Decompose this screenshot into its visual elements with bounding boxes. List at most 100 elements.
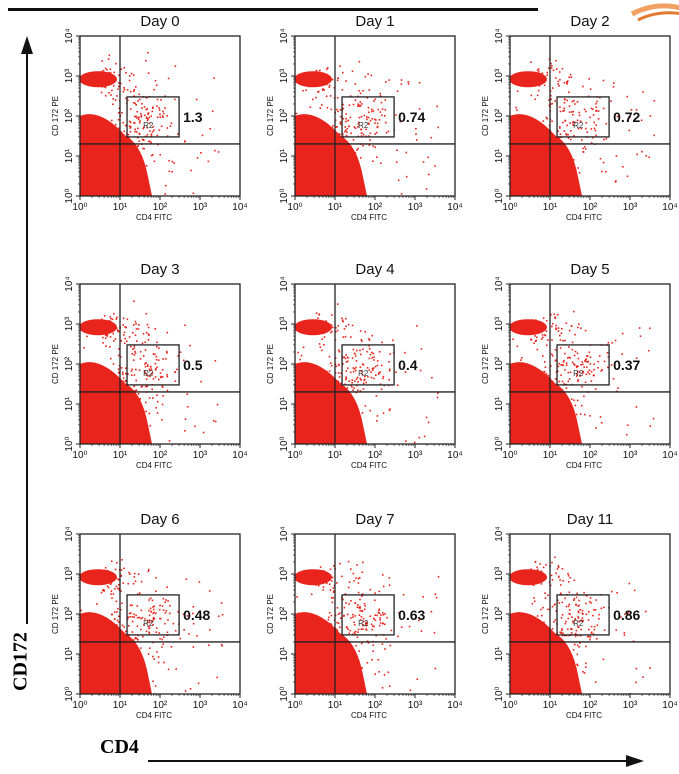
point <box>118 415 120 418</box>
point <box>145 410 147 413</box>
point <box>353 624 356 626</box>
point <box>565 397 568 400</box>
point <box>326 81 329 84</box>
point <box>153 88 155 91</box>
point <box>557 389 559 391</box>
point <box>555 327 557 329</box>
point <box>541 379 543 382</box>
point <box>107 643 109 646</box>
point <box>335 653 337 656</box>
point <box>328 395 330 398</box>
point <box>348 632 351 635</box>
point <box>397 635 399 638</box>
point <box>556 157 558 160</box>
panel-day-1: Day 1R20.7410⁰10⁰10¹10¹10²10²10³10³10⁴10… <box>266 13 463 222</box>
point <box>326 125 329 128</box>
point <box>589 88 592 90</box>
point <box>632 640 635 643</box>
point <box>360 370 363 373</box>
point <box>546 74 548 76</box>
point <box>436 396 439 399</box>
point <box>323 386 325 388</box>
point <box>310 627 313 630</box>
point <box>117 112 120 114</box>
point <box>124 326 126 328</box>
point <box>543 166 546 168</box>
point <box>321 75 323 78</box>
panel-day-3: Day 3R20.510⁰10⁰10¹10¹10²10²10³10³10⁴10⁴… <box>51 261 248 470</box>
point <box>418 81 421 84</box>
point <box>581 363 584 366</box>
point <box>561 147 564 150</box>
point <box>120 68 122 70</box>
point <box>330 376 333 378</box>
point <box>561 380 564 383</box>
point <box>551 353 553 355</box>
point <box>574 618 576 620</box>
point <box>576 653 579 656</box>
point <box>305 406 308 408</box>
point <box>405 151 408 154</box>
point <box>111 318 114 321</box>
x-tick-label: 10² <box>153 202 168 213</box>
point <box>601 368 603 371</box>
gate-r2 <box>556 594 610 636</box>
point <box>109 336 112 338</box>
point <box>559 78 561 81</box>
point <box>363 608 366 611</box>
point <box>167 668 170 671</box>
point <box>607 342 610 344</box>
point <box>118 107 121 110</box>
point <box>359 349 361 352</box>
point <box>547 144 550 147</box>
point <box>135 115 138 118</box>
point <box>161 386 164 388</box>
point <box>336 126 338 128</box>
point <box>138 140 141 142</box>
point <box>100 581 103 584</box>
point <box>160 375 162 378</box>
point <box>123 67 126 69</box>
point <box>543 634 546 637</box>
point <box>147 375 149 377</box>
point <box>338 134 340 137</box>
point <box>530 579 532 581</box>
point <box>156 651 158 653</box>
point <box>152 608 155 611</box>
point <box>129 638 131 640</box>
y-tick-label: 10³ <box>279 316 290 331</box>
point <box>194 425 196 428</box>
point <box>120 135 122 138</box>
point <box>368 144 371 147</box>
point <box>385 121 387 124</box>
point <box>321 104 323 106</box>
point <box>109 583 112 585</box>
point <box>134 102 137 105</box>
point <box>114 395 117 398</box>
point <box>583 672 586 674</box>
point <box>543 405 546 407</box>
point <box>649 327 651 330</box>
panel-title: Day 7 <box>355 511 394 528</box>
point <box>546 636 549 639</box>
point <box>131 604 133 607</box>
point <box>159 617 161 620</box>
point <box>566 99 568 102</box>
point <box>578 111 580 114</box>
point <box>142 661 145 664</box>
point <box>390 629 393 632</box>
point <box>372 650 374 652</box>
point <box>358 667 361 669</box>
point <box>120 608 122 611</box>
point <box>107 58 110 60</box>
point <box>326 375 329 378</box>
point <box>605 171 607 173</box>
point <box>135 406 137 408</box>
point <box>584 381 587 383</box>
point <box>145 378 148 380</box>
point <box>138 324 140 326</box>
point <box>160 99 162 101</box>
point <box>396 90 399 93</box>
point <box>400 79 403 81</box>
point <box>162 110 164 113</box>
